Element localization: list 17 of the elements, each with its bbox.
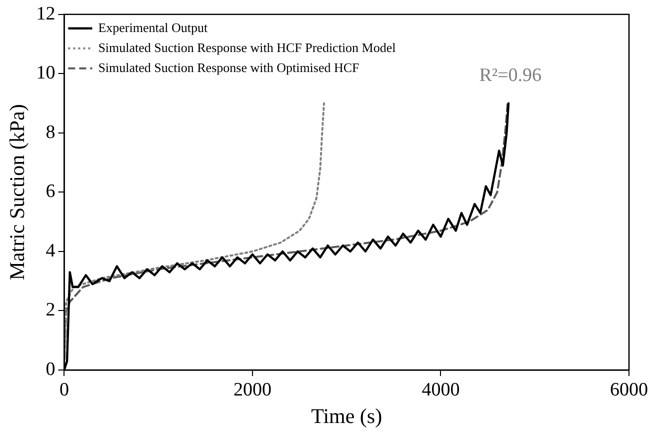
x-axis-title: Time (s) [311,404,382,428]
legend-label: Simulated Suction Response with HCF Prediction Model [98,40,396,55]
y-tick-label: 4 [46,240,56,262]
y-axis-title: Matric Suction (kPa) [5,104,30,280]
y-tick-label: 0 [46,358,56,380]
annotation: R²=0.96 [479,65,542,86]
x-tick-label: 4000 [422,379,460,400]
y-tick-label: 6 [46,181,56,202]
y-tick-label: 12 [36,3,56,24]
legend-label: Experimental Output [98,20,208,35]
x-tick-label: 0 [59,379,69,400]
x-tick-label: 6000 [610,379,648,400]
y-tick-label: 10 [36,62,56,84]
y-tick-label: 8 [46,122,56,143]
legend-label: Simulated Suction Response with Optimised HCF [98,60,360,75]
x-tick-label: 2000 [233,379,272,400]
y-tick-label: 2 [46,300,56,321]
